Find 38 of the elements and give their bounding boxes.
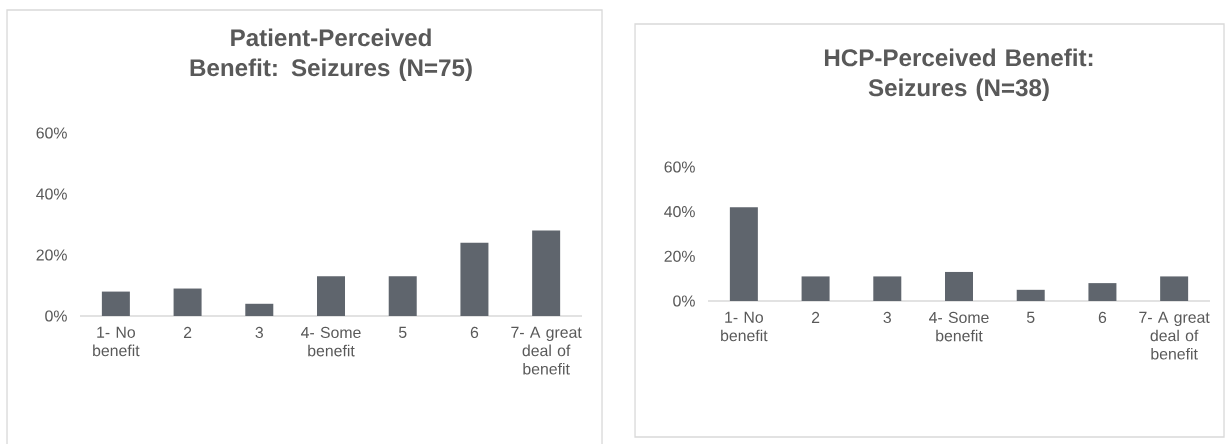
bar xyxy=(729,207,758,301)
x-tick-label: 7- A great deal of benefit xyxy=(511,326,582,375)
x-tick-label: 7- A great deal of benefit xyxy=(1139,311,1210,360)
bar xyxy=(945,271,974,301)
y-tick-label: 20% xyxy=(36,249,67,261)
bar xyxy=(317,276,346,316)
bar xyxy=(388,276,417,316)
x-tick-label: 5 xyxy=(1026,311,1035,323)
x-tick-label: 6 xyxy=(470,326,479,339)
bar xyxy=(1160,276,1189,301)
y-tick-label: 40% xyxy=(36,188,67,200)
y-tick-label: 0% xyxy=(673,295,695,307)
chart-title: HCP-Perceived Benefit: Seizures (N=38) xyxy=(824,48,1093,102)
y-tick-label: 40% xyxy=(664,206,695,218)
bar xyxy=(173,288,202,316)
bar xyxy=(245,303,274,316)
bar xyxy=(460,242,489,316)
bar xyxy=(1016,289,1045,301)
x-tick-label: 1- No benefit xyxy=(721,311,768,342)
y-tick-label: 0% xyxy=(45,310,67,322)
x-tick-label: 3 xyxy=(883,311,891,324)
bar xyxy=(101,291,130,316)
bar xyxy=(801,276,830,301)
x-tick-label: 1- No benefit xyxy=(93,326,140,357)
y-tick-label: 60% xyxy=(36,127,67,139)
x-tick-label: 2 xyxy=(811,311,820,323)
chart-title: Patient-Perceived Benefit: Seizures (N=75) xyxy=(190,28,472,82)
y-tick-label: 60% xyxy=(664,161,695,173)
x-tick-label: 3 xyxy=(255,326,263,339)
x-tick-label: 2 xyxy=(183,326,192,338)
x-tick-label: 6 xyxy=(1098,311,1107,324)
x-tick-label: 5 xyxy=(398,326,407,338)
bar xyxy=(873,276,902,301)
y-tick-label: 20% xyxy=(664,250,695,262)
bar xyxy=(1088,283,1117,301)
x-tick-label: 4- Some benefit xyxy=(929,311,989,342)
x-tick-label: 4- Some benefit xyxy=(301,326,361,357)
bar xyxy=(532,230,561,316)
